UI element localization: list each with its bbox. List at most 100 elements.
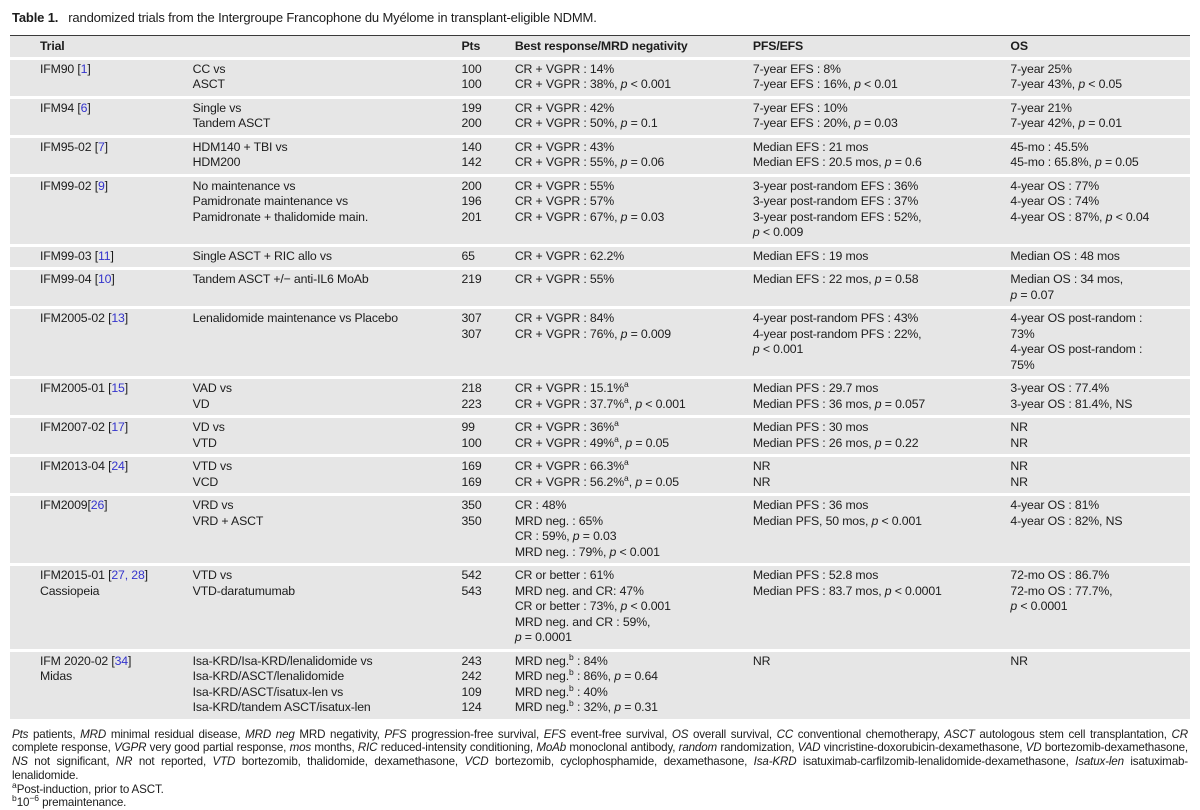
response-cell: CR + VGPR : 42%CR + VGPR : 50%, p = 0.1 — [515, 99, 753, 135]
citation-ref[interactable]: 13 — [111, 311, 124, 325]
cell-line: Median PFS, 50 mos, p < 0.001 — [753, 514, 1007, 530]
table-header: Trial Pts Best response/MRD negativity P… — [10, 35, 1190, 57]
cell-line: 169 — [461, 475, 510, 491]
cell-line: VD — [193, 397, 458, 413]
cell-line: Midas — [40, 669, 189, 685]
cell-line: 542 — [461, 568, 510, 584]
cell-line: Median PFS : 30 mos — [753, 420, 1007, 436]
cell-line: 4-year post-random PFS : 22%, — [753, 327, 1007, 343]
cell-line: p < 0.009 — [753, 225, 1007, 241]
cell-line: 140 — [461, 140, 510, 156]
cell-line: 72-mo OS : 77.7%, — [1010, 584, 1186, 600]
cell-line: CR + VGPR : 43% — [515, 140, 749, 156]
cell-line: NR — [1010, 459, 1186, 475]
cell-line: IFM90 [1] — [40, 62, 189, 78]
cell-line: 350 — [461, 514, 510, 530]
cell-line: 201 — [461, 210, 510, 226]
citation-ref[interactable]: 7 — [98, 140, 105, 154]
response-cell: CR or better : 61%MRD neg. and CR: 47%CR… — [515, 566, 753, 649]
citation-ref[interactable]: 10 — [98, 272, 111, 286]
cell-line: CR + VGPR : 76%, p = 0.009 — [515, 327, 749, 343]
cell-line: MRD neg. : 79%, p < 0.001 — [515, 545, 749, 561]
cell-line: 3-year post-random EFS : 36% — [753, 179, 1007, 195]
cell-line: p < 0.0001 — [1010, 599, 1186, 615]
citation-ref[interactable]: 34 — [115, 654, 128, 668]
cell-line: Median EFS : 19 mos — [753, 249, 1007, 265]
citation-ref[interactable]: 24 — [111, 459, 124, 473]
cell-line: CR : 59%, p = 0.03 — [515, 529, 749, 545]
trial-cell: IFM2007-02 [17] — [10, 418, 193, 454]
cell-line: 196 — [461, 194, 510, 210]
cell-line: NR — [1010, 436, 1186, 452]
citation-ref[interactable]: 15 — [111, 381, 124, 395]
cell-line: VRD + ASCT — [193, 514, 458, 530]
cell-line: CR + VGPR : 37.7%a, p < 0.001 — [515, 397, 749, 413]
citation-ref[interactable]: 9 — [98, 179, 105, 193]
citation-ref[interactable]: 1 — [81, 62, 88, 76]
cell-line: 199 — [461, 101, 510, 117]
os-cell: 4-year OS : 77%4-year OS : 74%4-year OS … — [1010, 177, 1190, 244]
cell-line: IFM95-02 [7] — [40, 140, 189, 156]
cell-line: 99 — [461, 420, 510, 436]
cell-line: CR + VGPR : 55% — [515, 179, 749, 195]
cell-line: p = 0.07 — [1010, 288, 1186, 304]
cell-line: IFM2015-01 [27, 28] — [40, 568, 189, 584]
cell-line: 7-year 42%, p = 0.01 — [1010, 116, 1186, 132]
os-cell: 4-year OS post-random :73%4-year OS post… — [1010, 309, 1190, 376]
cell-line: 223 — [461, 397, 510, 413]
cell-line: 307 — [461, 311, 510, 327]
cell-line: 7-year 25% — [1010, 62, 1186, 78]
cell-line: VTD-daratumumab — [193, 584, 458, 600]
cell-line: Single ASCT + RIC allo vs — [193, 249, 458, 265]
cell-line: 4-year OS post-random : — [1010, 311, 1186, 327]
header-pts: Pts — [461, 35, 514, 57]
citation-ref[interactable]: 27, 28 — [111, 568, 144, 582]
cell-line: 4-year post-random PFS : 43% — [753, 311, 1007, 327]
citation-ref[interactable]: 26 — [91, 498, 104, 512]
cell-line: MRD neg. : 65% — [515, 514, 749, 530]
cell-line: 307 — [461, 327, 510, 343]
header-trial: Trial — [10, 35, 461, 57]
cell-line: CR + VGPR : 50%, p = 0.1 — [515, 116, 749, 132]
arm-cell: Single ASCT + RIC allo vs — [193, 247, 462, 268]
cell-line: 75% — [1010, 358, 1186, 374]
header-os: OS — [1010, 35, 1190, 57]
cell-line: 543 — [461, 584, 510, 600]
cell-line: 100 — [461, 436, 510, 452]
cell-line: Single vs — [193, 101, 458, 117]
trial-cell: IFM99-04 [10] — [10, 270, 193, 306]
cell-line: NR — [1010, 420, 1186, 436]
citation-ref[interactable]: 17 — [111, 420, 124, 434]
cell-line: CR or better : 61% — [515, 568, 749, 584]
citation-ref[interactable]: 6 — [81, 101, 88, 115]
cell-line: 72-mo OS : 86.7% — [1010, 568, 1186, 584]
cell-line: 4-year OS post-random : — [1010, 342, 1186, 358]
cell-line: CR + VGPR : 14% — [515, 62, 749, 78]
cell-line: 109 — [461, 685, 510, 701]
cell-line: HDM200 — [193, 155, 458, 171]
citation-ref[interactable]: 11 — [98, 249, 110, 263]
cell-line: 142 — [461, 155, 510, 171]
cell-line: p < 0.001 — [753, 342, 1007, 358]
cell-line: NR — [753, 475, 1007, 491]
cell-line: IFM2005-01 [15] — [40, 381, 189, 397]
cell-line: 7-year 43%, p < 0.05 — [1010, 77, 1186, 93]
response-cell: CR : 48%MRD neg. : 65%CR : 59%, p = 0.03… — [515, 496, 753, 563]
os-cell: Median OS : 48 mos — [1010, 247, 1190, 268]
cell-line: 7-year EFS : 20%, p = 0.03 — [753, 116, 1007, 132]
cell-line: CR + VGPR : 42% — [515, 101, 749, 117]
